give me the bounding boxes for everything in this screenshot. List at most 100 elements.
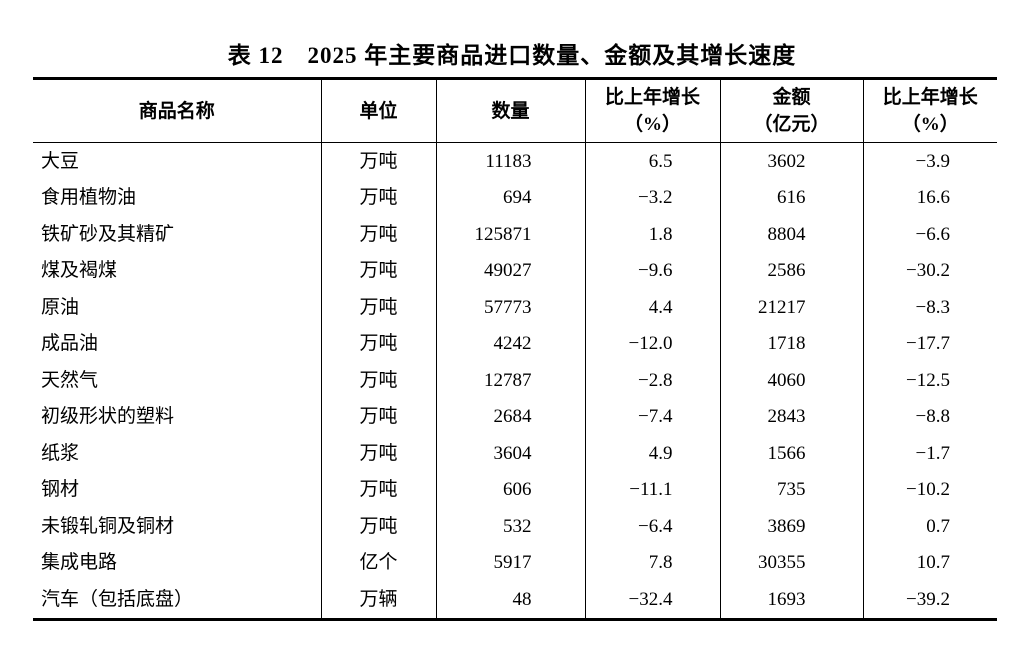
- quantity-cell: 4242: [435, 325, 585, 362]
- col-header-amount: 金额 （亿元）: [719, 78, 863, 143]
- quantity-cell: 49027: [435, 252, 585, 289]
- col-header-unit: 单位: [320, 78, 436, 143]
- amount-growth-cell: −1.7: [862, 435, 997, 472]
- amount-growth-cell: 10.7: [862, 544, 997, 581]
- quantity-cell: 11183: [435, 142, 585, 180]
- amount-cell: 4060: [719, 362, 863, 399]
- table-row: 天然气 万吨 12787 −2.8 4060 −12.5: [33, 362, 997, 399]
- unit-cell: 万吨: [320, 325, 436, 362]
- commodity-name-cell: 煤及褐煤: [41, 260, 118, 282]
- amount-growth-cell: 16.6: [862, 179, 997, 216]
- col-header-commodity-name: 商品名称: [33, 78, 321, 143]
- col-header-label: 单位: [359, 100, 398, 122]
- amount-cell: 1693: [719, 581, 863, 619]
- amount-cell: 1718: [719, 325, 863, 362]
- amount-cell: 1566: [719, 435, 863, 472]
- amount-cell: 8804: [719, 216, 863, 253]
- quantity-growth-cell: 1.8: [584, 216, 720, 253]
- amount-growth-cell: −17.7: [862, 325, 997, 362]
- commodity-name-cell: 初级形状的塑料: [41, 406, 175, 428]
- quantity-growth-cell: −7.4: [584, 398, 720, 435]
- amount-growth-cell: −10.2: [862, 471, 997, 508]
- table-row: 原油 万吨 57773 4.4 21217 −8.3: [33, 289, 997, 326]
- unit-cell: 万吨: [320, 252, 436, 289]
- import-commodities-table: 商品名称 单位 数量 比上年增长 （%） 金额 （亿元）: [33, 77, 997, 621]
- commodity-name-cell: 钢材: [41, 479, 80, 501]
- unit-cell: 万吨: [320, 362, 436, 399]
- amount-cell: 616: [719, 179, 863, 216]
- amount-growth-cell: −12.5: [862, 362, 997, 399]
- commodity-name-cell: 集成电路: [41, 552, 118, 574]
- quantity-growth-cell: 4.9: [584, 435, 720, 472]
- table-body: 大豆 万吨 11183 6.5 3602 −3.9 食用植物油 万吨 694 −3.2 616 16.…: [33, 142, 997, 619]
- quantity-cell: 125871: [435, 216, 585, 253]
- unit-cell: 万吨: [320, 471, 436, 508]
- table-row: 食用植物油 万吨 694 −3.2 616 16.6: [33, 179, 997, 216]
- quantity-growth-cell: −2.8: [584, 362, 720, 399]
- quantity-growth-cell: 4.4: [584, 289, 720, 326]
- commodity-name-cell: 天然气: [41, 369, 99, 391]
- table-row: 集成电路 亿个 5917 7.8 30355 10.7: [33, 544, 997, 581]
- table-row: 钢材 万吨 606 −11.1 735 −10.2: [33, 471, 997, 508]
- amount-cell: 3602: [719, 142, 863, 180]
- quantity-growth-cell: −32.4: [584, 581, 720, 619]
- unit-cell: 万吨: [320, 398, 436, 435]
- col-header-quantity: 数量: [435, 78, 585, 143]
- col-header-quantity-growth: 比上年增长 （%）: [584, 78, 720, 143]
- table-row: 汽车（包括底盘） 万辆 48 −32.4 1693 −39.2: [33, 581, 997, 619]
- quantity-cell: 694: [435, 179, 585, 216]
- quantity-cell: 532: [435, 508, 585, 545]
- amount-cell: 2586: [719, 252, 863, 289]
- unit-cell: 万吨: [320, 508, 436, 545]
- unit-cell: 万吨: [320, 289, 436, 326]
- quantity-cell: 3604: [435, 435, 585, 472]
- quantity-cell: 48: [435, 581, 585, 619]
- quantity-cell: 2684: [435, 398, 585, 435]
- quantity-growth-cell: −6.4: [584, 508, 720, 545]
- amount-growth-cell: −8.8: [862, 398, 997, 435]
- header-row: 商品名称 单位 数量 比上年增长 （%） 金额 （亿元）: [33, 78, 997, 143]
- amount-cell: 21217: [719, 289, 863, 326]
- unit-cell: 亿个: [320, 544, 436, 581]
- amount-cell: 735: [719, 471, 863, 508]
- commodity-name-cell: 大豆: [41, 150, 80, 172]
- col-header-sub: （亿元）: [753, 114, 830, 135]
- amount-growth-cell: 0.7: [862, 508, 997, 545]
- quantity-growth-cell: −11.1: [584, 471, 720, 508]
- table-row: 纸浆 万吨 3604 4.9 1566 −1.7: [33, 435, 997, 472]
- col-header-amount-growth: 比上年增长 （%）: [862, 78, 997, 143]
- table-row: 初级形状的塑料 万吨 2684 −7.4 2843 −8.8: [33, 398, 997, 435]
- amount-cell: 2843: [719, 398, 863, 435]
- table-row: 大豆 万吨 11183 6.5 3602 −3.9: [33, 142, 997, 180]
- col-header-label: 数量: [491, 100, 530, 122]
- amount-growth-cell: −3.9: [862, 142, 997, 180]
- quantity-cell: 57773: [435, 289, 585, 326]
- commodity-name-cell: 食用植物油: [41, 187, 137, 209]
- table-title: 表 12 2025 年主要商品进口数量、金额及其增长速度: [227, 43, 797, 68]
- quantity-cell: 606: [435, 471, 585, 508]
- amount-growth-cell: −39.2: [862, 581, 997, 619]
- table-row: 铁矿砂及其精矿 万吨 125871 1.8 8804 −6.6: [33, 216, 997, 253]
- unit-cell: 万吨: [320, 216, 436, 253]
- quantity-growth-cell: 7.8: [584, 544, 720, 581]
- col-header-label: 商品名称: [138, 100, 215, 122]
- unit-cell: 万吨: [320, 142, 436, 180]
- table-header: 商品名称 单位 数量 比上年增长 （%） 金额 （亿元）: [33, 78, 997, 143]
- commodity-name-cell: 汽车（包括底盘）: [41, 588, 194, 610]
- quantity-growth-cell: 6.5: [584, 142, 720, 180]
- table-row: 成品油 万吨 4242 −12.0 1718 −17.7: [33, 325, 997, 362]
- col-header-label: 金额: [772, 87, 811, 108]
- commodity-name-cell: 纸浆: [41, 442, 80, 464]
- commodity-name-cell: 铁矿砂及其精矿: [41, 223, 175, 245]
- amount-growth-cell: −6.6: [862, 216, 997, 253]
- quantity-growth-cell: −3.2: [584, 179, 720, 216]
- unit-cell: 万吨: [320, 179, 436, 216]
- col-header-sub: （%）: [623, 114, 681, 135]
- col-header-sub: （%）: [901, 114, 959, 135]
- amount-cell: 3869: [719, 508, 863, 545]
- quantity-cell: 5917: [435, 544, 585, 581]
- commodity-name-cell: 原油: [41, 296, 80, 318]
- amount-growth-cell: −8.3: [862, 289, 997, 326]
- quantity-growth-cell: −9.6: [584, 252, 720, 289]
